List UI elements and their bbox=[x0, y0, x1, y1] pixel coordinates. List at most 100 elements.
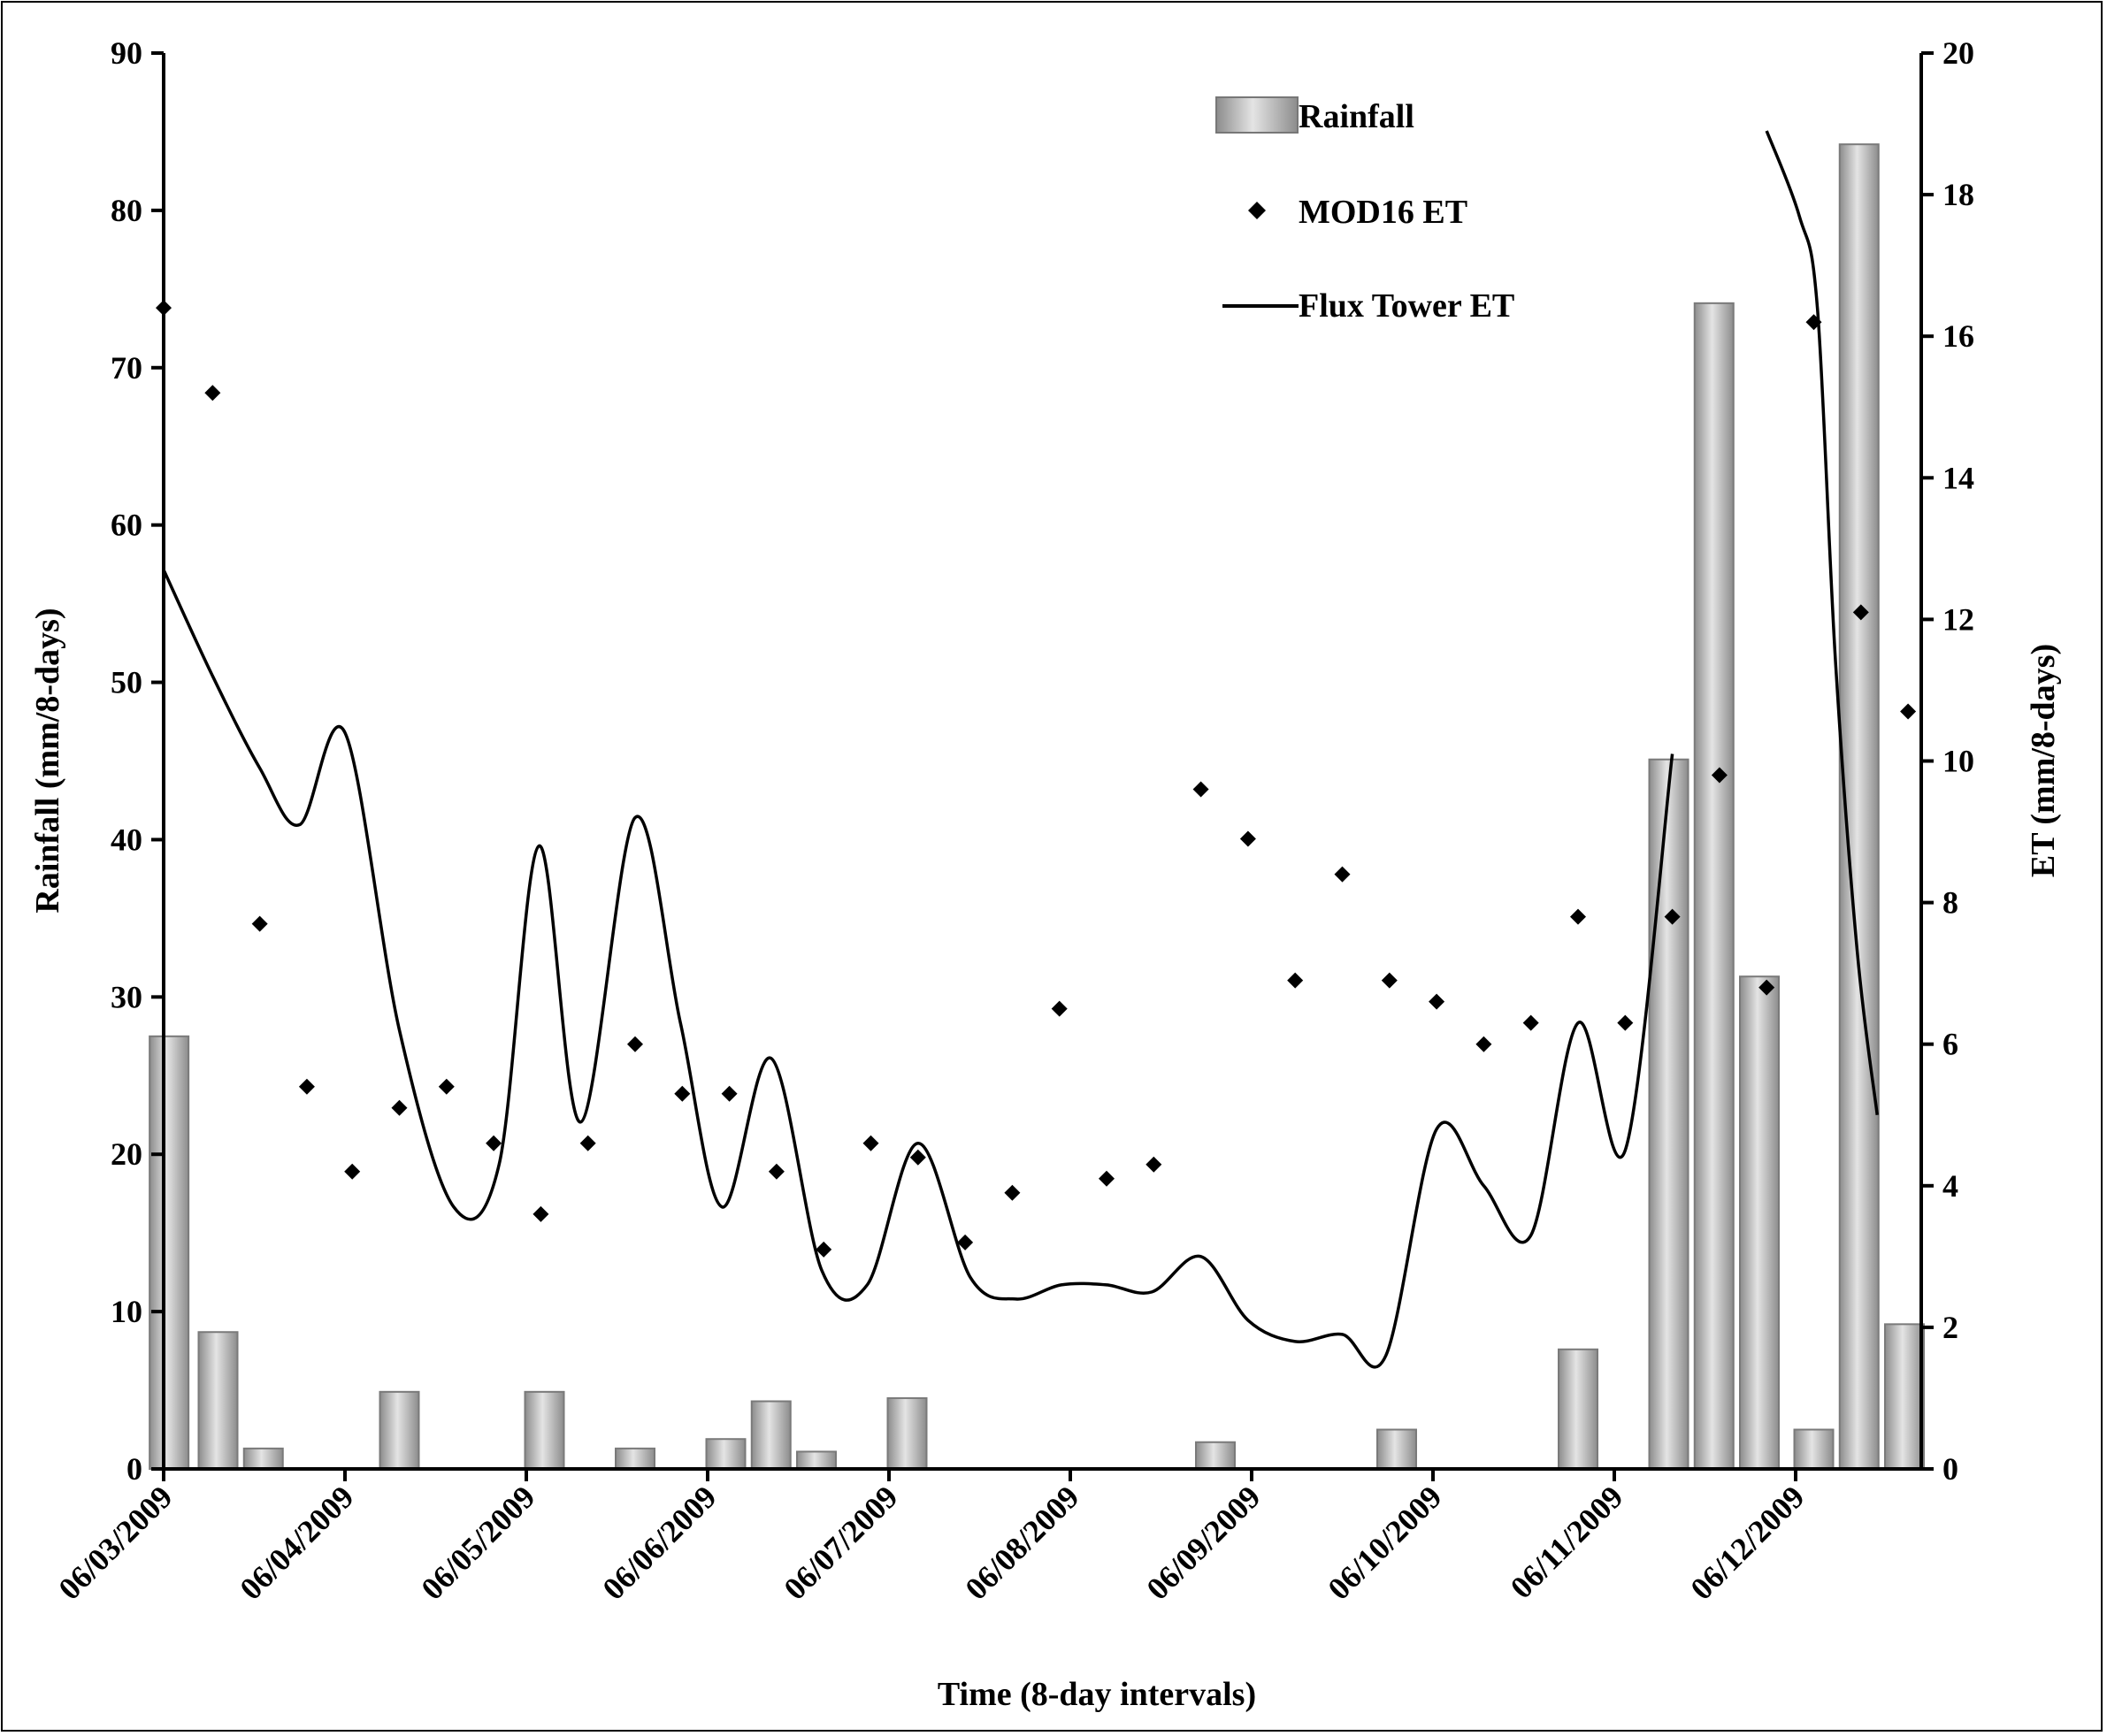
rainfall-bar bbox=[197, 1331, 239, 1471]
right-tick-label: 8 bbox=[1942, 885, 1958, 921]
rainfall-bar bbox=[1195, 1441, 1236, 1471]
rainfall-bar bbox=[1648, 758, 1689, 1470]
mod16-et-point bbox=[1004, 1184, 1021, 1201]
mod16-et-point bbox=[1664, 908, 1681, 925]
mod16-et-point bbox=[627, 1036, 643, 1052]
x-axis-ticks: 06/03/2009 06/04/2009 06/05/2009 06/06/2009… bbox=[51, 1469, 1812, 1607]
mod16-et-point bbox=[1475, 1036, 1492, 1052]
x-tick-label: 06/07/2009 bbox=[777, 1479, 904, 1606]
right-tick-label: 4 bbox=[1942, 1168, 1958, 1204]
legend-flux-label: Flux Tower ET bbox=[1299, 287, 1514, 325]
mod16-et-point bbox=[1287, 972, 1304, 989]
flux-tower-et-line bbox=[162, 130, 1879, 1369]
rainfall-bar bbox=[1793, 1428, 1835, 1471]
mod16-et-point bbox=[1758, 979, 1775, 996]
y-axis-title-right: ET (mm/8-days) bbox=[2025, 644, 2062, 877]
mod16-et-point bbox=[579, 1135, 596, 1151]
x-tick-label: 06/03/2009 bbox=[51, 1479, 179, 1606]
left-tick-label: 10 bbox=[111, 1294, 142, 1329]
rainfall-bar bbox=[242, 1447, 284, 1470]
mod16-et-point bbox=[1145, 1156, 1162, 1173]
mod16-et-point bbox=[1192, 781, 1209, 798]
mod16-et-point bbox=[204, 385, 221, 401]
mod16-et-point bbox=[1051, 1000, 1068, 1017]
rainfall-bar bbox=[796, 1450, 837, 1471]
left-tick-label: 60 bbox=[111, 508, 142, 543]
left-tick-label: 80 bbox=[111, 193, 142, 228]
right-tick-label: 12 bbox=[1942, 601, 1974, 637]
mod16-et-point bbox=[532, 1205, 549, 1222]
right-tick-label: 16 bbox=[1942, 318, 1974, 354]
rainfall-bars bbox=[149, 143, 1925, 1471]
legend-rainfall-label: Rainfall bbox=[1299, 98, 1414, 135]
x-axis-title: Time (8-day intervals) bbox=[938, 1676, 1256, 1713]
rainfall-bar bbox=[750, 1400, 792, 1471]
mod16-et-points bbox=[156, 300, 1917, 1258]
rainfall-bar bbox=[705, 1438, 747, 1471]
mod16-et-point bbox=[1429, 993, 1445, 1010]
right-axis-ticks: 0 2 4 6 8 10 12 14 16 18 20 bbox=[1921, 35, 1974, 1487]
flux-tower-et-segment bbox=[162, 569, 1674, 1369]
mod16-et-point bbox=[1805, 314, 1822, 331]
mod16-et-point bbox=[486, 1135, 502, 1151]
mod16-et-point bbox=[1570, 908, 1586, 925]
y-axis-title-left: Rainfall (mm/8-days) bbox=[29, 608, 66, 913]
x-tick-label: 06/10/2009 bbox=[1321, 1479, 1448, 1606]
mod16-et-point bbox=[816, 1241, 832, 1258]
mod16-et-point bbox=[344, 1163, 361, 1180]
mod16-et-point bbox=[674, 1085, 691, 1102]
left-tick-label: 20 bbox=[111, 1136, 142, 1172]
rainfall-bar bbox=[615, 1447, 655, 1470]
mod16-et-point bbox=[721, 1085, 738, 1102]
mod16-et-point bbox=[957, 1234, 974, 1250]
legend-mod16-swatch bbox=[1248, 202, 1266, 219]
x-tick-label: 06/05/2009 bbox=[414, 1479, 541, 1606]
rainfall-bar bbox=[1739, 975, 1780, 1470]
mod16-et-point bbox=[1900, 703, 1917, 720]
mod16-et-point bbox=[251, 915, 268, 932]
rainfall-bar bbox=[379, 1390, 420, 1471]
rainfall-bar bbox=[1693, 302, 1735, 1470]
right-tick-label: 0 bbox=[1942, 1451, 1958, 1487]
mod16-et-point bbox=[1334, 866, 1351, 883]
right-tick-label: 2 bbox=[1942, 1310, 1958, 1345]
x-tick-label: 06/06/2009 bbox=[595, 1479, 723, 1606]
rainfall-bar bbox=[1558, 1348, 1598, 1470]
left-tick-label: 50 bbox=[111, 665, 142, 700]
mod16-et-point bbox=[768, 1163, 785, 1180]
legend: Rainfall MOD16 ET Flux Tower ET bbox=[1215, 96, 1514, 325]
left-tick-label: 90 bbox=[111, 35, 142, 71]
mod16-et-point bbox=[1852, 604, 1869, 621]
right-tick-label: 10 bbox=[1942, 744, 1974, 779]
mod16-et-point bbox=[1711, 767, 1728, 784]
x-tick-label: 06/11/2009 bbox=[1504, 1479, 1630, 1605]
mod16-et-point bbox=[1522, 1014, 1539, 1031]
mod16-et-point bbox=[1381, 972, 1398, 989]
rainfall-bar bbox=[886, 1396, 928, 1470]
mod16-et-point bbox=[438, 1078, 455, 1095]
left-tick-label: 30 bbox=[111, 979, 142, 1014]
right-tick-label: 20 bbox=[1942, 35, 1974, 71]
left-tick-label: 40 bbox=[111, 822, 142, 857]
rainfall-bar bbox=[149, 1035, 190, 1470]
x-tick-label: 06/09/2009 bbox=[1139, 1479, 1267, 1606]
mod16-et-point bbox=[1099, 1170, 1115, 1187]
flux-tower-et-segment bbox=[1765, 130, 1879, 1115]
mod16-et-point bbox=[1239, 830, 1256, 847]
right-tick-label: 18 bbox=[1942, 177, 1974, 212]
mod16-et-point bbox=[391, 1099, 408, 1116]
legend-rainfall-swatch bbox=[1215, 96, 1299, 134]
x-tick-label: 06/12/2009 bbox=[1683, 1479, 1811, 1606]
rainfall-bar bbox=[524, 1390, 565, 1471]
left-tick-label: 70 bbox=[111, 350, 142, 386]
right-tick-label: 14 bbox=[1942, 460, 1974, 495]
left-axis-ticks: 0 10 20 30 40 50 60 70 80 90 bbox=[111, 35, 164, 1487]
right-tick-label: 6 bbox=[1942, 1027, 1958, 1062]
rainfall-bar bbox=[1884, 1323, 1925, 1470]
rainfall-bar bbox=[1376, 1428, 1417, 1471]
mod16-et-point bbox=[298, 1078, 315, 1095]
mod16-et-point bbox=[1617, 1014, 1634, 1031]
x-tick-label: 06/08/2009 bbox=[958, 1479, 1085, 1606]
